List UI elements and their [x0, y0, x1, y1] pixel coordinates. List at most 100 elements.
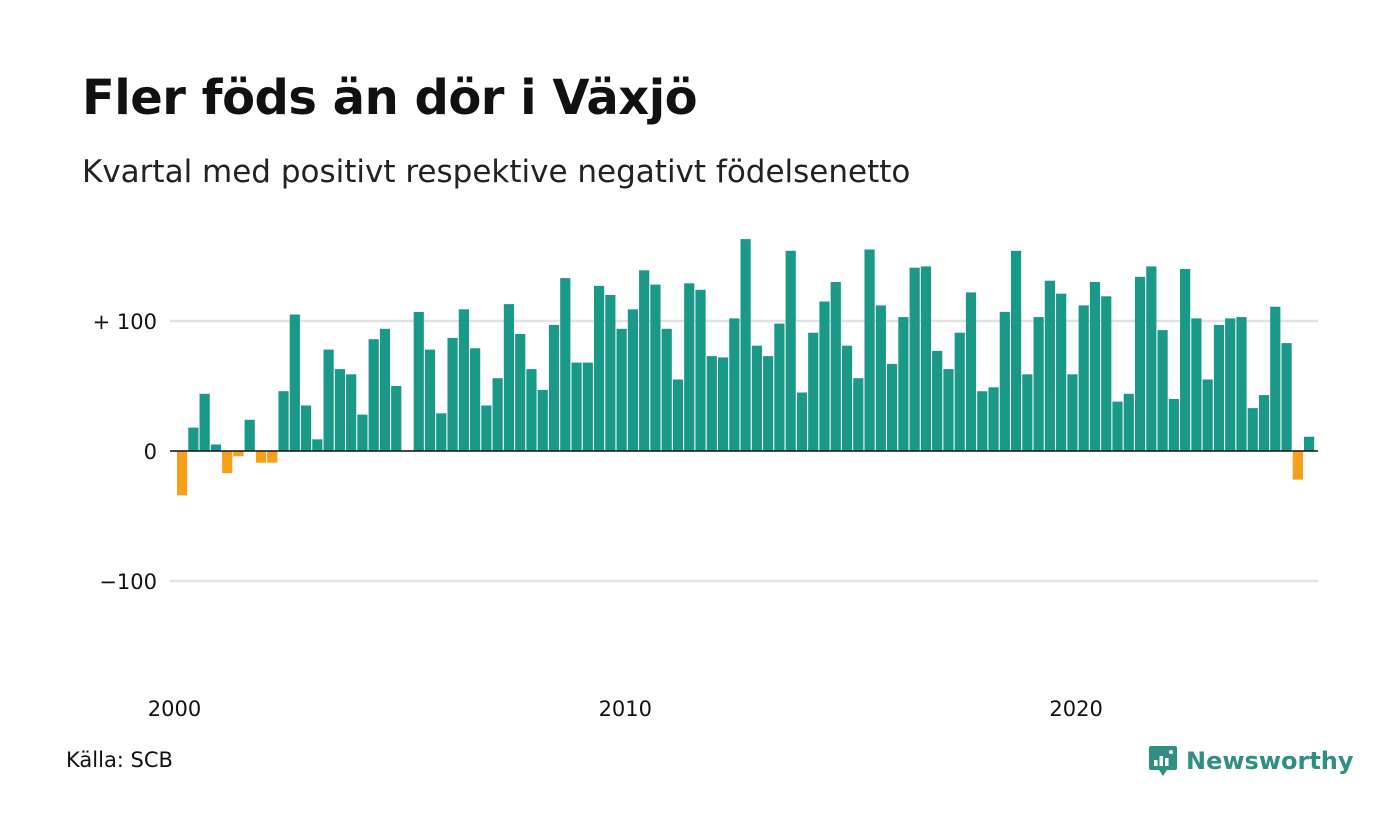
y-tick-label: 0	[144, 440, 157, 464]
bar-positive	[492, 378, 503, 451]
bar-positive	[1168, 399, 1179, 451]
bar-positive	[312, 439, 323, 451]
bar-positive	[470, 348, 481, 451]
bar-positive	[796, 392, 808, 451]
x-tick-label: 2010	[599, 697, 652, 721]
bar-positive	[763, 356, 774, 451]
bars	[177, 239, 1315, 496]
bar-positive	[909, 267, 920, 451]
bar-positive	[210, 444, 222, 451]
bar-positive	[1191, 318, 1202, 451]
bar-positive	[977, 391, 988, 451]
bar-positive	[1033, 317, 1044, 451]
bar-positive	[605, 295, 616, 451]
bar-positive	[1123, 393, 1134, 451]
bar-positive	[1112, 401, 1123, 451]
bar-positive	[548, 324, 560, 451]
bar-positive	[853, 378, 864, 451]
newsworthy-logo-icon	[1149, 746, 1177, 776]
bar-positive	[278, 391, 289, 451]
bar-positive	[560, 278, 571, 451]
bar-positive	[887, 363, 898, 451]
bar-positive	[357, 414, 368, 451]
bar-negative	[267, 451, 278, 463]
brand-name: Newsworthy	[1186, 747, 1354, 775]
bar-positive	[1304, 436, 1315, 451]
bar-positive	[1078, 305, 1089, 451]
bar-positive	[954, 332, 965, 451]
bar-positive	[571, 362, 582, 451]
bar-positive	[1258, 395, 1270, 451]
bar-positive	[582, 362, 593, 451]
bar-positive	[1157, 330, 1168, 451]
bar-positive	[875, 305, 886, 451]
bar-positive	[188, 427, 199, 451]
bar-positive	[1056, 293, 1067, 451]
bar-positive	[785, 250, 796, 451]
source-label: Källa: SCB	[66, 748, 173, 772]
bar-positive	[379, 328, 391, 451]
bar-positive	[526, 369, 537, 451]
bar-positive	[503, 304, 515, 451]
bar-positive	[424, 349, 436, 451]
bar-positive	[1270, 306, 1281, 451]
bar-positive	[751, 345, 762, 451]
bar-positive	[864, 249, 875, 451]
bar-positive	[1010, 250, 1022, 451]
bar-positive	[300, 405, 312, 451]
bar-positive	[774, 323, 785, 451]
y-axis-labels: + 100 0 −100	[93, 310, 157, 594]
bar-positive	[1022, 374, 1033, 451]
brand-logo[interactable]: Newsworthy	[1148, 744, 1354, 778]
bar-positive	[1247, 408, 1258, 451]
bar-positive	[593, 285, 605, 451]
bar-positive	[323, 349, 334, 451]
bar-positive	[717, 357, 729, 451]
bar-negative	[255, 451, 267, 463]
bar-positive	[841, 345, 853, 451]
bar-positive	[1146, 266, 1157, 451]
bar-positive	[729, 318, 740, 451]
bar-positive	[898, 317, 909, 451]
bar-negative	[222, 451, 233, 474]
bar-positive	[999, 311, 1010, 451]
bar-positive	[650, 284, 661, 451]
y-tick-label: + 100	[93, 310, 157, 334]
bar-positive	[808, 332, 819, 451]
x-tick-label: 2020	[1049, 697, 1102, 721]
bar-negative	[1292, 451, 1303, 480]
bar-positive	[1225, 318, 1236, 451]
bar-positive	[1236, 317, 1247, 451]
bar-positive	[1213, 324, 1225, 451]
bar-positive	[481, 405, 492, 451]
bar-positive	[684, 283, 695, 451]
chart-title: Fler föds än dör i Växjö	[82, 70, 698, 126]
bar-positive	[413, 311, 424, 451]
bar-positive	[515, 334, 526, 451]
bar-positive	[1281, 343, 1292, 451]
bar-positive	[672, 379, 684, 451]
bar-positive	[447, 337, 458, 451]
x-tick-label: 2000	[148, 697, 201, 721]
bar-positive	[695, 289, 706, 451]
bar-positive	[244, 419, 255, 451]
bar-positive	[740, 239, 751, 451]
bar-positive	[436, 413, 447, 451]
bar-positive	[1202, 379, 1213, 451]
bar-positive	[932, 350, 943, 451]
bar-positive	[334, 369, 345, 451]
bar-positive	[627, 309, 638, 451]
bar-positive	[661, 328, 672, 451]
bar-positive	[639, 270, 650, 451]
bar-negative	[233, 451, 244, 457]
bar-positive	[391, 386, 402, 451]
bar-positive	[1134, 276, 1146, 451]
bar-positive	[943, 369, 954, 451]
bar-positive	[1044, 280, 1055, 451]
bar-positive	[965, 292, 977, 451]
bar-positive	[1180, 269, 1191, 451]
bar-positive	[458, 309, 469, 451]
chart-subtitle: Kvartal med positivt respektive negativt…	[82, 154, 911, 190]
bar-positive	[1089, 282, 1101, 451]
